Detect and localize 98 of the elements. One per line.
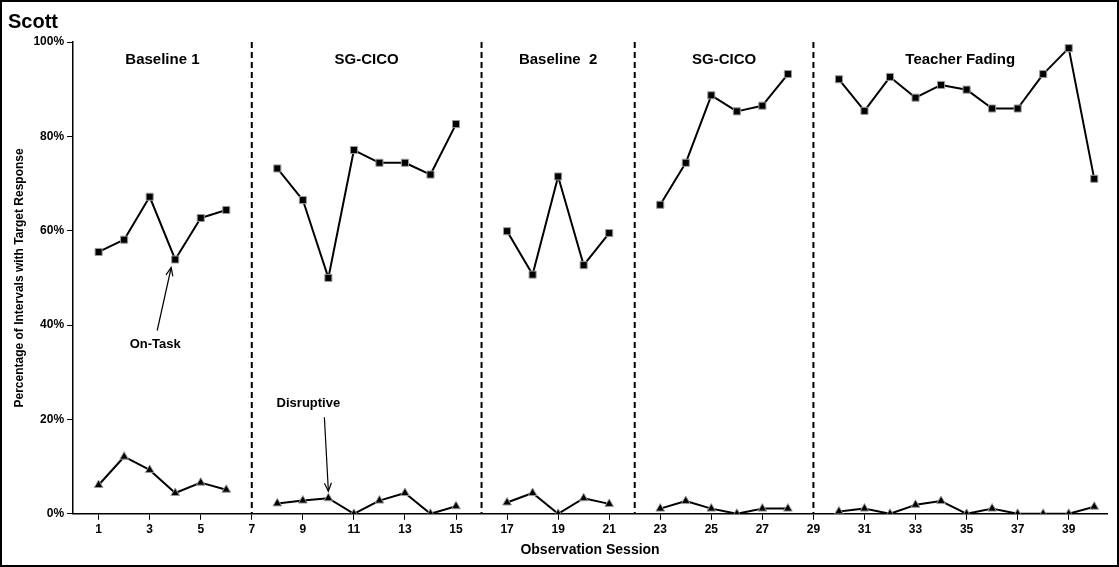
x-tick-label: 5	[197, 522, 205, 537]
point	[375, 158, 384, 167]
point	[604, 498, 615, 507]
point	[170, 487, 181, 497]
x-tick-label: 39	[1062, 522, 1076, 537]
point	[655, 503, 666, 512]
point	[758, 101, 767, 110]
y-tick-label: 40%	[40, 317, 65, 332]
point	[144, 464, 155, 473]
y-tick-label: 100%	[33, 34, 65, 49]
x-tick-label: 31	[857, 522, 872, 537]
x-tick-label: 13	[398, 522, 412, 537]
point	[706, 503, 717, 512]
x-tick-label: 29	[806, 522, 821, 537]
point	[937, 80, 946, 89]
x-tick-label: 25	[704, 522, 719, 537]
point	[578, 492, 589, 502]
point	[554, 172, 563, 181]
x-tick-label: 1	[95, 522, 103, 537]
point	[374, 495, 385, 504]
point	[221, 484, 232, 493]
point	[503, 227, 512, 236]
point	[680, 495, 691, 505]
point	[656, 200, 665, 209]
point	[451, 120, 461, 129]
point	[400, 158, 409, 167]
point	[222, 205, 231, 214]
point	[93, 479, 104, 489]
point	[272, 497, 283, 507]
point	[273, 164, 282, 173]
y-axis-title: Percentage of Intervals with Target Response	[11, 147, 26, 408]
point	[579, 261, 588, 270]
point	[732, 107, 741, 116]
point	[987, 503, 997, 512]
point	[1013, 104, 1022, 113]
x-tick-label: 19	[551, 522, 566, 537]
x-tick-label: 17	[500, 522, 515, 537]
point	[1039, 70, 1048, 79]
point	[834, 75, 843, 84]
point	[859, 503, 870, 512]
annotation: Baseline 2	[518, 50, 598, 68]
x-tick-label: 21	[602, 522, 617, 537]
x-tick-label: 33	[908, 522, 923, 537]
point	[298, 495, 308, 504]
y-tick-label: 20%	[40, 411, 65, 426]
point	[936, 495, 946, 505]
y-tick-label: 80%	[40, 128, 65, 143]
point	[527, 487, 538, 497]
point	[528, 270, 537, 279]
point	[885, 72, 895, 81]
point	[298, 196, 307, 205]
point	[783, 70, 792, 79]
text: On-Task	[129, 336, 182, 352]
y-tick-label: 60%	[40, 223, 65, 238]
point	[171, 255, 180, 264]
x-tick-label: 23	[653, 522, 668, 537]
point	[962, 85, 971, 94]
annotation: SG-CICO	[334, 50, 400, 68]
annotation: Teacher Fading	[905, 50, 1016, 68]
point	[910, 499, 921, 508]
point	[145, 192, 154, 201]
point	[195, 477, 206, 486]
point	[1064, 44, 1073, 53]
point	[783, 503, 793, 512]
point	[426, 170, 435, 179]
point	[324, 273, 333, 282]
y-tick-label: 0%	[46, 506, 65, 521]
point	[1090, 174, 1099, 183]
point	[451, 500, 461, 510]
annotation: SG-CICO	[691, 50, 757, 68]
point	[323, 492, 334, 502]
point	[605, 229, 614, 238]
point	[681, 158, 690, 167]
x-tick-label: 37	[1010, 522, 1025, 537]
annotation: Baseline 1	[125, 50, 200, 68]
point	[911, 93, 920, 102]
x-tick-label: 15	[449, 522, 464, 537]
point	[400, 487, 410, 497]
point	[119, 451, 129, 460]
point	[860, 106, 869, 115]
x-tick-label: 35	[959, 522, 974, 537]
x-tick-label: 11	[347, 522, 361, 537]
point	[349, 146, 358, 155]
x-tick-label: 27	[755, 522, 770, 537]
x-tick-label: 7	[248, 522, 256, 537]
point	[502, 496, 512, 506]
chart-title: Scott	[8, 9, 59, 32]
x-tick-label: 3	[146, 522, 154, 537]
point	[196, 213, 205, 223]
text: Disruptive	[276, 394, 341, 410]
point	[707, 91, 716, 100]
point	[1089, 501, 1100, 510]
x-tick-label: 9	[299, 522, 307, 537]
point	[988, 104, 997, 113]
x-axis-title: Observation Session	[520, 541, 660, 558]
point	[94, 247, 103, 256]
point	[120, 235, 129, 244]
point	[757, 503, 768, 512]
